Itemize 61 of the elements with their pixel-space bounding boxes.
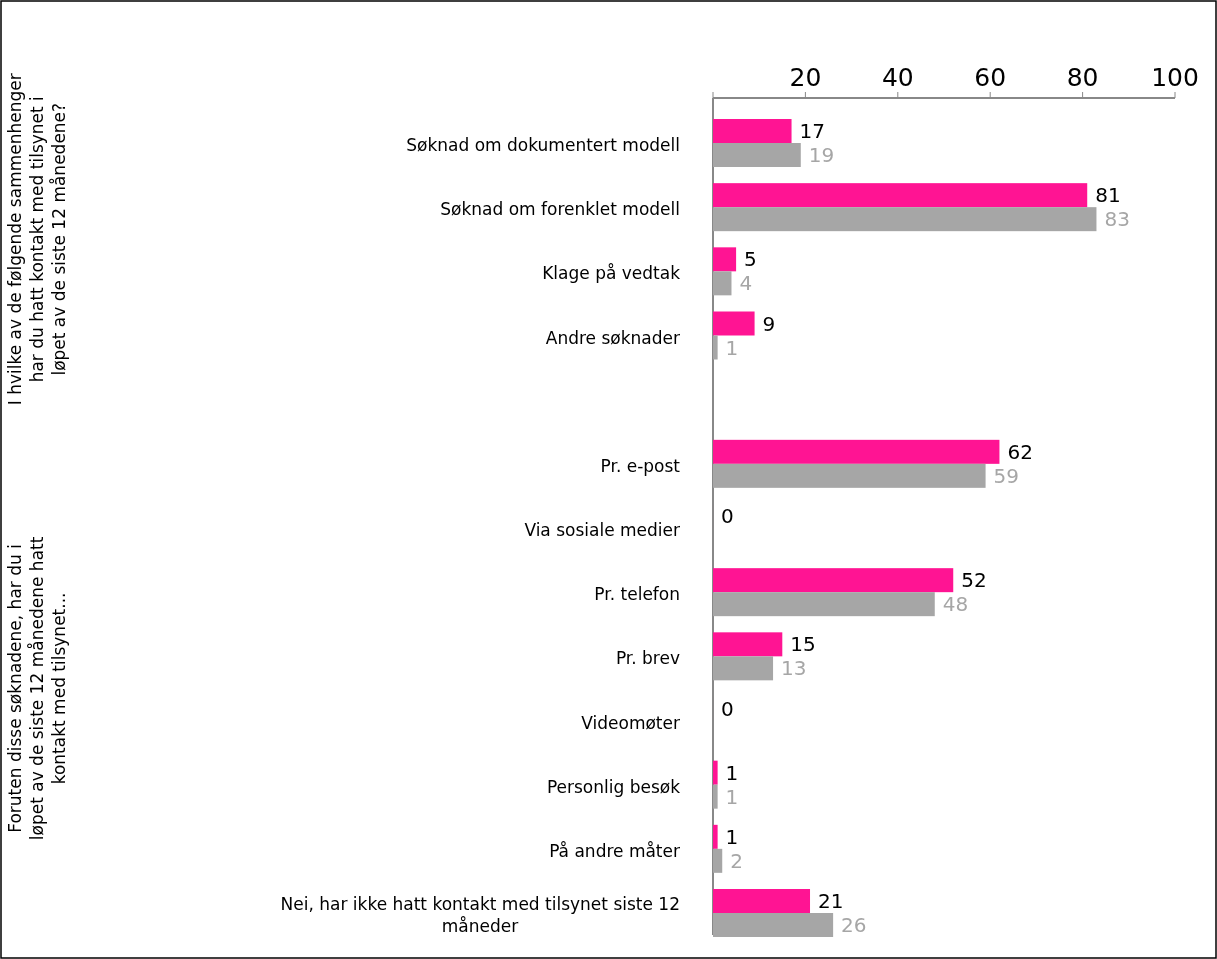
bar — [713, 632, 783, 657]
data-label: 26 — [841, 913, 867, 937]
data-label: 1 — [725, 760, 739, 785]
data-label: 0 — [721, 696, 734, 721]
bar — [713, 335, 718, 360]
y-tick-label: Andre søknader — [545, 327, 680, 348]
data-label: 9 — [762, 311, 776, 336]
bar — [713, 913, 834, 937]
x-tick-label: 20 — [789, 63, 822, 92]
y-tick-label: Pr. brev — [615, 648, 680, 669]
bar — [713, 119, 792, 143]
data-label: 19 — [808, 143, 835, 167]
bar — [713, 656, 774, 681]
text: Foruten disse søknadene, har du i løpet av de siste 12 månedene hatt kontakt med tilsynet... — [5, 536, 69, 841]
x-tick-label: 40 — [881, 63, 914, 92]
text: I hvilke av de følgende sammenhenger har du hatt kontakt med tilsynet i løpet av de siste 12 månedene? — [5, 73, 69, 406]
data-label: 21 — [818, 889, 844, 913]
x-tick-label: 100 — [1151, 63, 1199, 92]
data-label: 1 — [725, 824, 739, 849]
x-tick-label: 80 — [1066, 63, 1099, 92]
bar — [713, 439, 1000, 464]
y-tick-label: Søknad om forenklet modell — [440, 199, 680, 220]
data-label: 0 — [721, 504, 734, 528]
y-tick-label: På andre måter — [549, 840, 680, 861]
data-label: 83 — [1104, 207, 1130, 232]
bar — [713, 271, 732, 296]
data-label: 5 — [744, 247, 757, 272]
data-label: 1 — [725, 335, 739, 360]
data-label: 13 — [781, 656, 807, 681]
data-label: 62 — [1007, 439, 1033, 464]
y-tick-label: Pr. e-post — [600, 455, 681, 476]
data-label: 15 — [790, 632, 816, 657]
bar — [713, 311, 755, 336]
y-tick-label: Pr. telefon — [594, 584, 680, 605]
bar — [713, 568, 954, 593]
bar — [713, 143, 801, 167]
bar — [713, 848, 723, 873]
bar — [713, 784, 718, 809]
data-label: 4 — [739, 271, 753, 296]
data-label: 2 — [730, 848, 743, 873]
y-tick-label: Nei, har ikke hatt kontakt med tilsynet siste 12 måneder — [280, 894, 680, 936]
data-label: 1 — [725, 784, 739, 809]
y-tick-label: Personlig besøk — [546, 776, 681, 797]
y-tick-label: Via sosiale medier — [524, 520, 681, 540]
bar — [713, 183, 1088, 208]
data-label: 52 — [961, 568, 987, 593]
data-label: 17 — [799, 119, 825, 143]
bar — [713, 760, 718, 785]
bar — [713, 824, 718, 849]
bar — [713, 247, 737, 272]
y-tick-label: Klage på vedtak — [542, 263, 681, 284]
y-tick-label: Videomøter — [581, 712, 680, 733]
bar — [713, 592, 935, 617]
bar — [713, 463, 986, 488]
data-label: 48 — [942, 592, 969, 617]
y-tick-label: Søknad om dokumentert modell — [406, 135, 680, 155]
data-label: 59 — [993, 463, 1020, 488]
bar — [713, 889, 811, 913]
bar — [713, 207, 1097, 232]
data-label: 81 — [1095, 183, 1121, 208]
x-tick-label: 60 — [974, 63, 1007, 92]
